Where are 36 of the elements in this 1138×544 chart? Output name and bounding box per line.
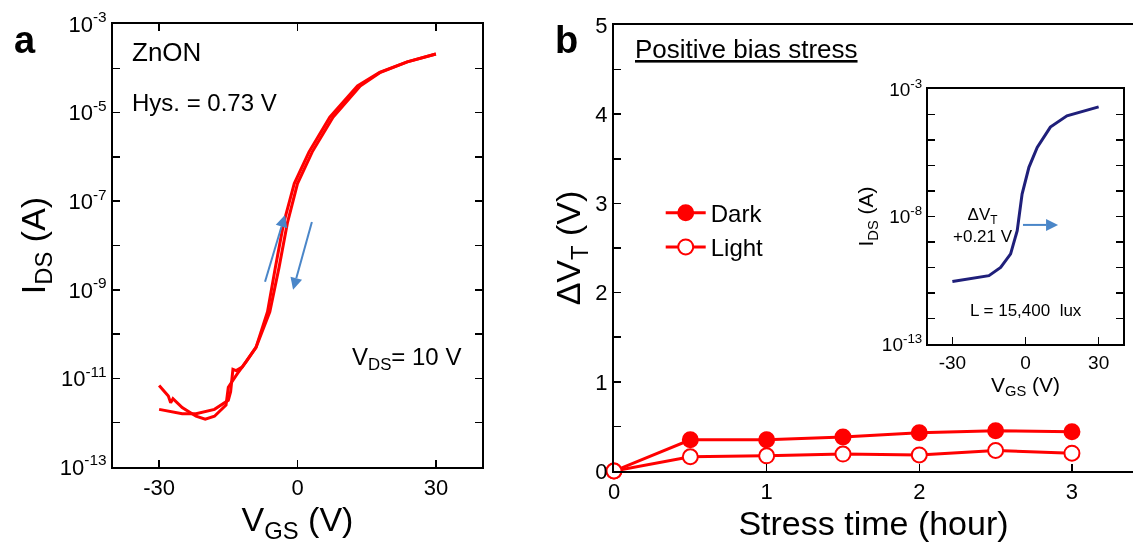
- x-tick-label: 0: [291, 475, 304, 501]
- x-tick-label: -30: [938, 351, 967, 373]
- y-tick-label: 10$^{-8}$: [889, 203, 923, 228]
- x-tick-label: 30: [423, 475, 449, 501]
- x-axis-title: V$_{GS}$ (V): [990, 372, 1061, 400]
- annotation: Hys. = 0.73 V: [132, 89, 277, 116]
- y-tick-label: 10$^{-9}$: [68, 274, 107, 303]
- y-tick-label: 10$^{-5}$: [68, 97, 107, 126]
- y-tick-label: 3: [595, 191, 608, 217]
- x-tick-label: 0: [1020, 351, 1031, 373]
- x-tick-label: 1: [760, 479, 773, 505]
- annotation: L = 15,400 lux: [970, 301, 1082, 320]
- x-tick-label: -30: [143, 475, 176, 501]
- text: b: [555, 19, 579, 61]
- y-tick-label: 4: [595, 101, 608, 127]
- y-tick-label: 2: [595, 280, 608, 306]
- text: a: [14, 19, 36, 61]
- y-tick-label: 10$^{-3}$: [68, 8, 107, 37]
- x-tick-label: 30: [1088, 351, 1110, 373]
- y-tick-label: 10$^{-7}$: [68, 185, 107, 214]
- annotation: ΔV$_{T}$ +0.21 V: [953, 205, 1013, 247]
- x-tick-label: 3: [1065, 479, 1079, 505]
- y-tick-label: 1: [595, 369, 608, 395]
- legend-label: Light: [710, 234, 764, 262]
- y-tick-label: 0: [595, 458, 608, 484]
- annotation: Positive bias stress: [635, 34, 858, 64]
- legend-label: Dark: [710, 200, 763, 228]
- annotation: ZnON: [132, 37, 202, 67]
- x-axis-title: V$_{GS}$ (V): [241, 500, 354, 544]
- y-tick-label: 10$^{-13}$: [59, 451, 107, 480]
- y-tick-label: 10$^{-11}$: [61, 362, 107, 392]
- y-tick-label: 10$^{-3}$: [889, 75, 923, 100]
- y-tick-label: 5: [595, 12, 608, 38]
- y-tick-label: 10$^{-13}$: [881, 330, 923, 355]
- annotation: V$_{DS}$= 10 V: [352, 343, 462, 375]
- x-axis-title: Stress time (hour): [738, 504, 1009, 543]
